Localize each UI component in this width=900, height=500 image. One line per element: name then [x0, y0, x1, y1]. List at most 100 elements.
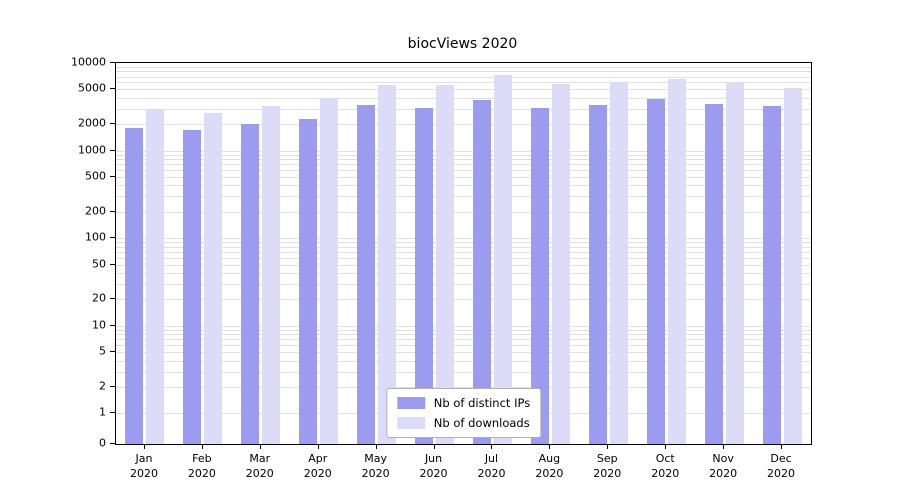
x-tick-label: Dec 2020 [767, 452, 796, 480]
gridline [116, 334, 811, 336]
gridline [116, 108, 811, 110]
legend-item: Nb of downloads [396, 416, 530, 430]
gridline [116, 251, 811, 253]
x-tick-label: Jun 2020 [419, 452, 448, 480]
x-tick-mark [491, 444, 493, 449]
gridline [116, 371, 811, 373]
y-tick-label: 10000 [71, 55, 106, 69]
y-tick-mark [110, 62, 115, 63]
gridline [116, 124, 811, 126]
x-tick-label: Oct 2020 [651, 452, 680, 480]
gridline [116, 345, 811, 347]
x-tick-mark [549, 444, 551, 449]
y-tick-label: 2000 [78, 116, 106, 130]
gridline [116, 170, 811, 172]
y-tick-mark [110, 175, 115, 177]
legend-item: Nb of distinct IPs [396, 396, 531, 410]
x-tick-label: Apr 2020 [303, 452, 332, 480]
bar [588, 105, 607, 444]
bar [725, 83, 744, 444]
bar [436, 85, 455, 444]
x-tick-mark [375, 444, 377, 449]
y-tick-mark [110, 210, 115, 212]
bar [609, 81, 628, 444]
y-tick-label: 0 [99, 436, 106, 450]
legend: Nb of distinct IPs Nb of downloads [385, 388, 542, 438]
bar [551, 84, 570, 444]
bar [320, 97, 339, 444]
bar [415, 107, 434, 444]
gridline [116, 196, 811, 198]
legend-swatch [396, 397, 425, 409]
gridline [116, 67, 811, 68]
y-tick-mark [110, 298, 115, 300]
x-tick-label: Nov 2020 [709, 452, 738, 480]
gridline [116, 176, 811, 178]
bar [183, 130, 202, 444]
y-tick-label: 200 [85, 204, 106, 218]
plot-area: Nb of distinct IPs Nb of downloads [115, 62, 812, 445]
gridline [116, 71, 811, 73]
y-tick-label: 10 [92, 318, 106, 332]
y-tick-label: 1 [99, 405, 106, 419]
x-tick-label: Feb 2020 [187, 452, 216, 480]
y-tick-label: 50 [92, 257, 106, 271]
legend-swatch [396, 417, 425, 429]
gridline [116, 339, 811, 341]
x-tick-mark [259, 444, 261, 449]
x-tick-label: May 2020 [361, 452, 390, 480]
bar [378, 85, 397, 444]
legend-label: Nb of distinct IPs [433, 396, 531, 410]
y-tick-label: 100 [85, 230, 106, 244]
bar [646, 98, 665, 444]
bar [299, 118, 318, 444]
gridline [116, 360, 811, 362]
bar [667, 78, 686, 444]
gridline [116, 211, 811, 213]
bar [241, 124, 260, 444]
gridline [116, 159, 811, 161]
gridline [116, 89, 811, 91]
bar [357, 105, 376, 444]
x-tick-label: Jul 2020 [477, 452, 506, 480]
gridline [116, 329, 811, 331]
gridline [116, 283, 811, 285]
bar [262, 106, 281, 444]
x-tick-mark [665, 444, 667, 449]
gridline [116, 257, 811, 259]
x-tick-mark [201, 444, 203, 449]
gridline [116, 386, 811, 388]
bar [125, 128, 144, 444]
gridline [116, 238, 811, 240]
y-tick-mark [110, 237, 115, 239]
x-tick-label: Mar 2020 [245, 452, 274, 480]
gridline [116, 299, 811, 301]
bar [704, 104, 723, 444]
gridline [116, 325, 811, 327]
y-tick-label: 5000 [78, 81, 106, 95]
y-tick-mark [110, 385, 115, 387]
y-tick-label: 1000 [78, 143, 106, 157]
gridline [116, 352, 811, 354]
y-tick-mark [110, 149, 115, 151]
bar [146, 108, 165, 444]
bar [493, 74, 512, 444]
y-tick-mark [110, 88, 115, 90]
gridline [116, 264, 811, 266]
x-tick-mark [723, 444, 725, 449]
gridline [116, 273, 811, 275]
y-tick-mark [110, 443, 115, 444]
y-tick-mark [110, 351, 115, 353]
chart-title: biocViews 2020 [407, 36, 518, 52]
bar [762, 106, 781, 444]
bar [204, 112, 223, 444]
x-tick-mark [433, 444, 435, 449]
legend-label: Nb of downloads [433, 416, 530, 430]
y-tick-label: 500 [85, 169, 106, 183]
gridline [116, 246, 811, 248]
gridline [116, 164, 811, 166]
x-tick-mark [781, 444, 783, 449]
y-tick-mark [110, 123, 115, 125]
gridline [116, 97, 811, 99]
